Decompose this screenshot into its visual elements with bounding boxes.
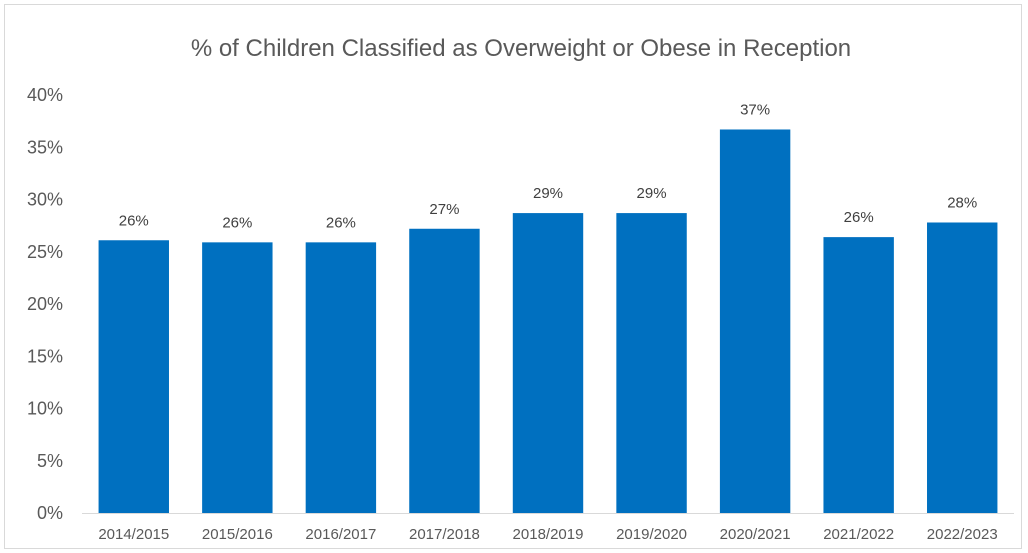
bar [305,242,377,513]
data-label: 37% [740,101,770,118]
category-label: 2017/2018 [409,526,480,543]
bar [202,242,273,513]
chart-title: % of Children Classified as Overweight o… [191,35,851,62]
y-tick-label: 10% [27,399,63,419]
category-label: 2020/2021 [720,526,791,543]
bars [98,129,998,514]
category-label: 2019/2020 [616,526,687,543]
y-axis: 0% 5% 10% 15% 20% 25% 30% 35% 40% [27,85,63,523]
category-label: 2014/2015 [98,526,169,543]
bar [719,129,791,514]
y-tick-label: 0% [37,503,63,523]
data-label: 26% [326,214,356,231]
data-label: 29% [637,185,667,202]
bar [512,213,584,513]
category-label: 2016/2017 [305,526,376,543]
data-label: 28% [947,194,977,211]
bar [927,222,998,514]
y-tick-label: 30% [27,190,63,210]
y-tick-label: 25% [27,242,63,262]
data-label: 26% [222,214,252,231]
data-label: 26% [844,209,874,226]
bar [409,228,480,513]
data-label: 26% [119,212,149,229]
bar [98,240,169,513]
category-label: 2015/2016 [202,526,273,543]
x-axis: 2014/2015 2015/2016 2016/2017 2017/2018 2018… [82,513,1014,543]
category-label: 2018/2019 [513,526,584,543]
bar [616,213,687,513]
category-label: 2021/2022 [823,526,894,543]
data-labels: 26% 26% 26% 27% 29% 29% 37% 26% 28% [119,101,977,231]
y-tick-label: 35% [27,137,63,157]
y-tick-label: 40% [27,85,63,105]
data-label: 27% [429,201,459,218]
y-tick-label: 20% [27,294,63,314]
category-label: 2022/2023 [927,526,998,543]
y-tick-label: 5% [37,451,63,471]
data-label: 29% [533,185,563,202]
bar [823,237,894,513]
y-tick-label: 15% [27,346,63,366]
